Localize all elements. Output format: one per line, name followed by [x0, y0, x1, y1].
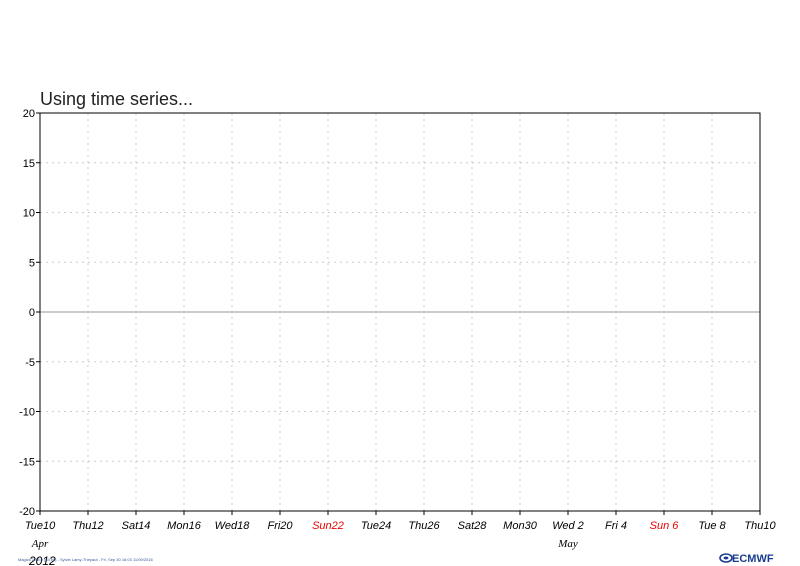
y-tick-label: 0	[29, 307, 35, 319]
y-tick-label: 5	[29, 257, 35, 269]
x-tick-label: Wed18	[215, 520, 251, 532]
y-tick-label: 10	[23, 208, 35, 220]
x-tick-label: Thu12	[72, 520, 103, 532]
x-tick-label: Tue24	[361, 520, 391, 532]
y-tick-label: 15	[23, 158, 35, 170]
chart-title: Using time series...	[40, 89, 193, 109]
x-tick-label: Fri20	[267, 520, 293, 532]
x-tick-label: Tue10	[25, 520, 56, 532]
x-tick-label: Sun 6	[650, 520, 680, 532]
logo-text: ECMWF	[732, 553, 774, 565]
month-label: May	[557, 538, 578, 550]
y-tick-label: -20	[19, 506, 35, 518]
y-tick-label: 20	[23, 108, 35, 120]
x-tick-label: Sat14	[122, 520, 151, 532]
month-label: Apr	[31, 538, 49, 550]
footer-credit: Magics 2.18.0 (64 bit) - Sylvie Lamy-The…	[18, 557, 153, 562]
x-tick-label: Sat28	[458, 520, 488, 532]
x-axis: Tue10 Thu12 Sat14 Mon16 Wed18 Fri20 Sun22 Tue24…	[25, 511, 776, 550]
x-tick-label: Tue 8	[698, 520, 726, 532]
ecmwf-logo-icon	[719, 553, 733, 563]
y-tick-label: -15	[19, 456, 35, 468]
x-tick-label: Fri 4	[605, 520, 627, 532]
y-tick-label: -10	[19, 407, 35, 419]
x-tick-label: Sun22	[312, 520, 344, 532]
y-axis: 20 15 10 5 0 -5 -10 -15 -20	[19, 108, 40, 518]
y-tick-label: -5	[25, 357, 35, 369]
x-tick-label: Thu26	[408, 520, 440, 532]
year-label: 2012	[28, 554, 56, 566]
x-tick-label: Mon30	[503, 520, 538, 532]
x-tick-label: Wed 2	[552, 520, 584, 532]
x-tick-label: Thu10	[744, 520, 776, 532]
x-tick-label: Mon16	[167, 520, 202, 532]
